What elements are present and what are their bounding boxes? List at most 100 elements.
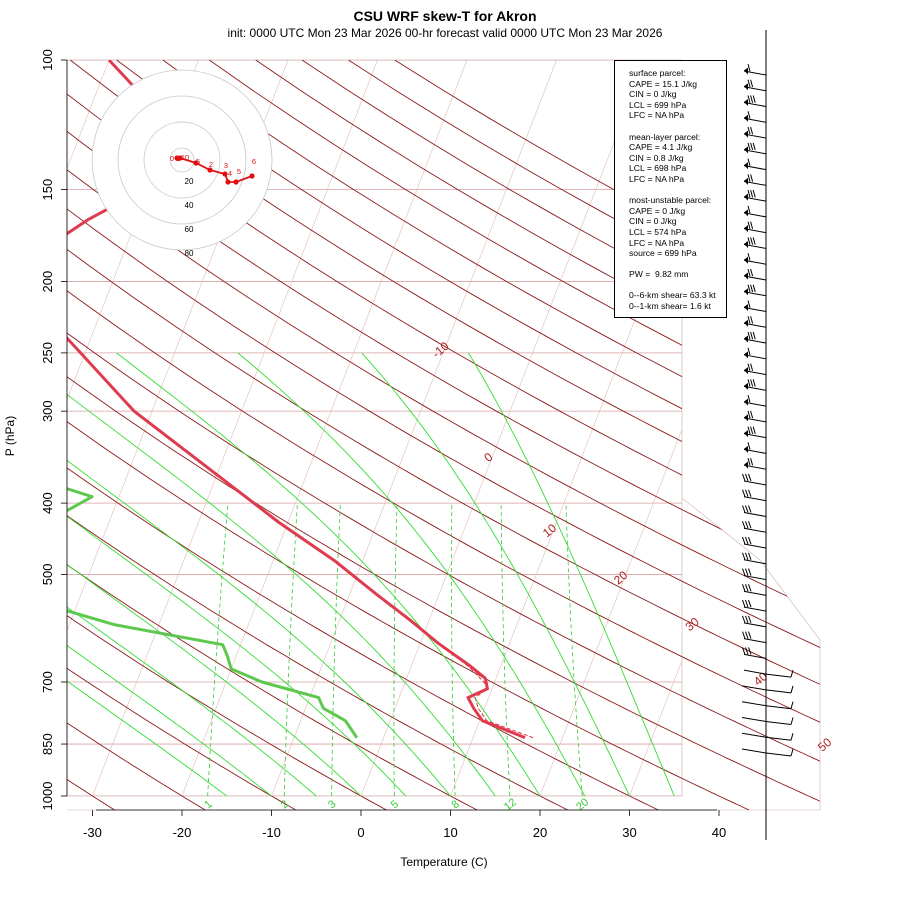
dry-adiabat [67, 60, 820, 810]
wind-barb [743, 284, 767, 297]
mixing-ratio-line [565, 503, 583, 796]
moist-adiabat [361, 352, 630, 796]
stats-line: LFC = NA hPa [629, 110, 685, 121]
hodograph-ring [91, 69, 273, 251]
wind-barb [742, 505, 767, 517]
stats-line: CIN = 0.8 J/kg [629, 152, 684, 163]
hodograph-height-label: 1 [176, 154, 180, 163]
parcel-profile [437, 642, 534, 739]
stats-line: CIN = 0 J/kg [629, 89, 677, 100]
isotherm-line [181, 60, 468, 796]
hodograph-height-label: 5 [237, 167, 241, 176]
wind-barb [742, 631, 767, 644]
wind-barb [743, 410, 767, 423]
hodograph-ring-label: 60 [185, 225, 194, 234]
x-tick-label: -30 [83, 825, 102, 840]
wind-barb [742, 489, 767, 502]
hodograph-height-label: 5 [196, 157, 200, 166]
moist-adiabat [67, 563, 362, 796]
wind-barb [743, 442, 767, 454]
mixing-ratio-line [283, 503, 298, 796]
hodograph-ring-label: 80 [185, 249, 194, 258]
isotherm-label: 10 [540, 521, 559, 541]
wind-barb [742, 521, 767, 533]
dewpoint-profile [67, 487, 359, 739]
y-tick-label: 700 [40, 671, 55, 693]
y-tick-label: 400 [40, 492, 55, 514]
wind-barb [743, 253, 767, 265]
stats-line: CAPE = 15.1 J/kg [629, 78, 698, 89]
dry-adiabat [67, 60, 820, 810]
wind-barb [743, 426, 767, 439]
wind-barb [743, 394, 767, 407]
hodograph-height-label: 0 [170, 154, 174, 163]
wind-barb [741, 716, 794, 725]
isotherm-label: 30 [683, 614, 702, 634]
mixing-ratio-label: 2 [279, 798, 291, 811]
wind-barb [742, 615, 767, 628]
dry-adiabat [209, 60, 820, 810]
mixing-ratio-line [207, 503, 229, 796]
isotherm-line [719, 60, 900, 796]
y-tick-label: 1000 [40, 782, 55, 811]
wind-barb [743, 316, 767, 328]
stats-line: LCL = 698 hPa [629, 163, 687, 174]
y-tick-label: 850 [40, 733, 55, 755]
hodograph-point [249, 173, 255, 179]
stats-spacer [629, 280, 722, 291]
wind-barb [743, 174, 767, 186]
chart-subtitle: init: 0000 UTC Mon 23 Mar 2026 00-hr for… [228, 26, 663, 40]
wind-barb [743, 331, 767, 344]
dry-adiabat [67, 60, 820, 810]
wind-barb [743, 126, 767, 139]
temperature-profile [67, 60, 526, 739]
isotherm-line [360, 60, 647, 796]
dry-adiabat [67, 60, 481, 810]
stats-line: PW = 9.82 mm [629, 269, 689, 280]
wind-barb [743, 79, 767, 92]
stats-spacer [629, 259, 722, 270]
stats-line: most-unstable parcel: [629, 195, 712, 206]
wind-barb [743, 669, 794, 678]
stats-line: LCL = 574 hPa [629, 226, 687, 237]
dry-adiabat [116, 60, 820, 810]
x-tick-label: -20 [173, 825, 192, 840]
y-tick-label: 300 [40, 400, 55, 422]
x-tick-label: 30 [622, 825, 636, 840]
stats-line: LFC = NA hPa [629, 173, 685, 184]
moist-adiabat [237, 352, 586, 796]
isotherm-line [271, 60, 557, 796]
wind-barb [741, 732, 794, 741]
mixing-ratio-line [451, 503, 456, 796]
dry-adiabat [67, 60, 820, 810]
wind-barb [741, 701, 794, 710]
hodograph-ring-label: 40 [185, 201, 194, 210]
moist-adiabat [67, 515, 407, 796]
x-tick-label: 20 [533, 825, 547, 840]
y-tick-label: 150 [40, 179, 55, 201]
stats-line: CAPE = 0 J/kg [629, 205, 686, 216]
dry-adiabat [67, 60, 662, 810]
isotherm-line [809, 60, 900, 796]
wind-barb [742, 473, 767, 486]
hodograph-height-label: 3 [224, 161, 228, 170]
x-tick-label: 40 [712, 825, 726, 840]
moist-adiabat [67, 459, 451, 796]
isotherm-label: 0 [481, 450, 495, 465]
dry-adiabat [67, 60, 390, 810]
dry-adiabat [67, 60, 820, 810]
isotherm-line [92, 60, 378, 796]
hodograph-point [225, 179, 231, 185]
isotherm-line [450, 197, 682, 796]
y-axis-label: P (hPa) [3, 416, 17, 456]
x-axis-label: Temperature (C) [400, 855, 487, 869]
chart-title: CSU WRF skew-T for Akron [353, 8, 536, 24]
moist-adiabat [67, 680, 228, 796]
hodograph-ring [143, 121, 221, 199]
wind-barb [742, 599, 767, 612]
hodograph-height-label: 2 [209, 160, 213, 169]
hodograph-point [222, 171, 228, 177]
wind-barb [743, 458, 767, 470]
stats-line: CAPE = 4.1 J/kg [629, 142, 693, 153]
